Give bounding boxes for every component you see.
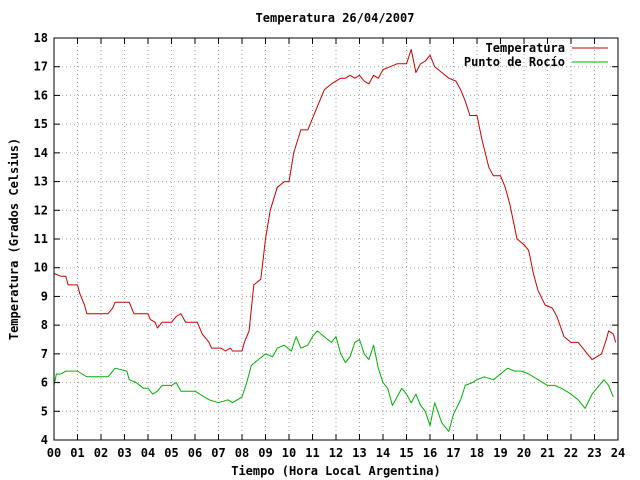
y-axis-label: Temperatura (Grados Celsius) <box>7 138 21 340</box>
series-layer <box>53 49 617 432</box>
x-tick-label: 07 <box>211 446 225 460</box>
y-tick-label: 13 <box>34 175 48 189</box>
x-axis-ticks: 00 01 02 03 04 05 06 07 08 09 10 11 12 13 14 15 16 17 18 19… <box>47 38 625 460</box>
x-axis-label: Tiempo (Hora Local Argentina) <box>231 464 441 478</box>
x-tick-label: 03 <box>117 446 131 460</box>
y-tick-label: 15 <box>34 117 48 131</box>
legend-label: Punto de Rocío <box>464 55 565 69</box>
x-tick-label: 05 <box>164 446 178 460</box>
x-tick-label: 14 <box>376 446 390 460</box>
x-tick-label: 20 <box>517 446 531 460</box>
x-tick-label: 06 <box>188 446 202 460</box>
x-tick-label: 16 <box>423 446 437 460</box>
x-tick-label: 24 <box>611 446 625 460</box>
y-tick-label: 8 <box>41 318 48 332</box>
x-tick-label: 12 <box>329 446 343 460</box>
x-tick-label: 00 <box>47 446 61 460</box>
x-tick-label: 08 <box>235 446 249 460</box>
chart-title: Temperatura 26/04/2007 <box>256 11 415 25</box>
x-tick-label: 22 <box>564 446 578 460</box>
y-tick-label: 11 <box>34 232 48 246</box>
y-tick-label: 9 <box>41 289 48 303</box>
y-tick-label: 16 <box>34 88 48 102</box>
grid-lines <box>54 38 618 440</box>
x-tick-label: 09 <box>258 446 272 460</box>
x-tick-label: 11 <box>305 446 319 460</box>
y-tick-label: 12 <box>34 203 48 217</box>
y-tick-label: 14 <box>34 146 48 160</box>
series-line <box>53 49 617 361</box>
series-line <box>53 330 614 432</box>
x-tick-label: 13 <box>352 446 366 460</box>
y-tick-label: 17 <box>34 60 48 74</box>
legend-label: Temperatura <box>486 41 565 55</box>
x-tick-label: 19 <box>493 446 507 460</box>
x-tick-label: 21 <box>540 446 554 460</box>
x-tick-label: 10 <box>282 446 296 460</box>
y-tick-label: 6 <box>41 376 48 390</box>
y-tick-label: 7 <box>41 347 48 361</box>
y-tick-label: 4 <box>41 433 48 447</box>
y-axis-ticks: 4 5 6 7 8 9 10 11 12 13 14 15 16 17 18 <box>34 31 618 447</box>
y-tick-label: 5 <box>41 404 48 418</box>
x-tick-label: 23 <box>587 446 601 460</box>
x-tick-label: 01 <box>70 446 84 460</box>
y-tick-label: 18 <box>34 31 48 45</box>
x-tick-label: 02 <box>94 446 108 460</box>
x-tick-label: 18 <box>470 446 484 460</box>
x-tick-label: 04 <box>141 446 155 460</box>
x-tick-label: 15 <box>399 446 413 460</box>
x-tick-label: 17 <box>446 446 460 460</box>
y-tick-label: 10 <box>34 261 48 275</box>
